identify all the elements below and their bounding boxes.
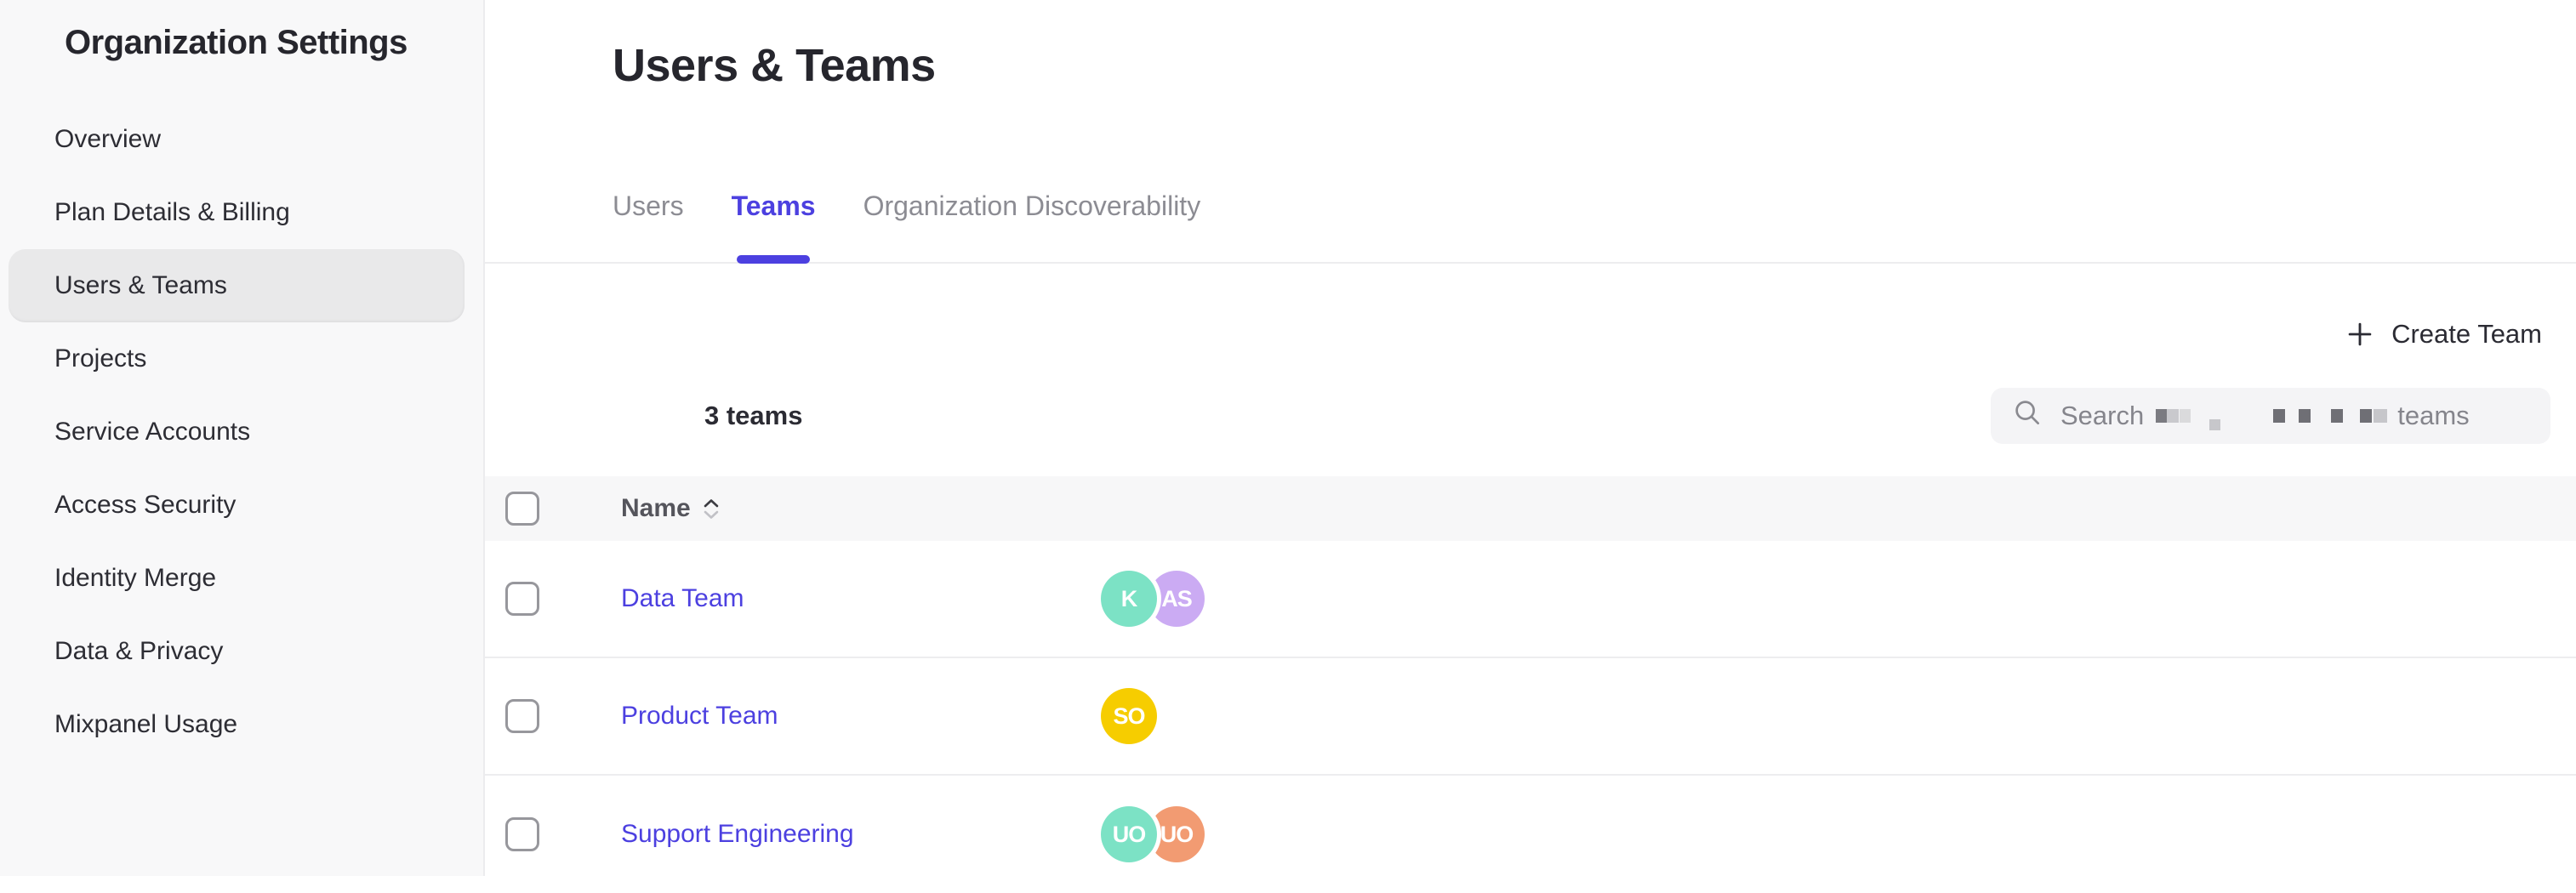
search-input[interactable]: Search teams bbox=[1991, 388, 2550, 444]
sidebar-item-label: Plan Details & Billing bbox=[54, 198, 290, 226]
table-row: Data Team K AS bbox=[485, 541, 2576, 658]
create-team-label: Create Team bbox=[2391, 319, 2542, 349]
avatar-group: UO UO bbox=[1101, 806, 1205, 862]
table-controls: 3 teams Search teams bbox=[485, 388, 2576, 444]
sort-control bbox=[703, 498, 720, 520]
sidebar-item-label: Overview bbox=[54, 125, 162, 153]
create-team-row: Create Team bbox=[485, 318, 2576, 350]
redacted-character bbox=[2360, 409, 2373, 423]
main-content: Users & Teams Users Teams Organization Dis… bbox=[485, 0, 2576, 893]
sidebar-item-overview[interactable]: Overview bbox=[9, 103, 464, 176]
sidebar-item-service-accounts[interactable]: Service Accounts bbox=[9, 395, 464, 469]
sidebar-item-label: Data & Privacy bbox=[54, 637, 224, 665]
table-row: Support Engineering UO UO bbox=[485, 776, 2576, 893]
name-column-label: Name bbox=[621, 494, 691, 522]
select-all-checkbox[interactable] bbox=[505, 492, 539, 526]
row-checkbox[interactable] bbox=[505, 582, 539, 616]
tab-teams[interactable]: Teams bbox=[732, 189, 816, 262]
sidebar-item-identity-merge[interactable]: Identity Merge bbox=[9, 542, 464, 615]
tab-users[interactable]: Users bbox=[613, 191, 684, 221]
search-placeholder-suffix: teams bbox=[2397, 401, 2470, 430]
redacted-character bbox=[2299, 409, 2311, 423]
avatar-group: K AS bbox=[1101, 571, 1205, 627]
redacted-character bbox=[2156, 409, 2168, 423]
plus-icon bbox=[2344, 318, 2376, 350]
redacted-character bbox=[2374, 409, 2388, 423]
row-checkbox[interactable] bbox=[505, 817, 539, 851]
search-redacted-text bbox=[2144, 409, 2388, 430]
sort-desc-icon bbox=[703, 510, 720, 520]
team-name-link[interactable]: Data Team bbox=[621, 584, 744, 612]
member-avatar: UO bbox=[1148, 806, 1205, 862]
sidebar-item-label: Mixpanel Usage bbox=[54, 710, 238, 738]
member-avatar: K bbox=[1101, 571, 1157, 627]
sidebar-item-label: Users & Teams bbox=[54, 271, 227, 299]
search-placeholder-prefix: Search bbox=[2060, 401, 2145, 430]
member-avatar: AS bbox=[1148, 571, 1205, 627]
redacted-character bbox=[2331, 409, 2344, 423]
member-avatar: SO bbox=[1101, 688, 1157, 744]
sidebar-title: Organization Settings bbox=[65, 24, 407, 61]
sidebar-item-access-security[interactable]: Access Security bbox=[9, 469, 464, 542]
sidebar-item-users-teams[interactable]: Users & Teams bbox=[9, 249, 464, 322]
sort-asc-icon bbox=[703, 498, 720, 508]
team-name-link[interactable]: Support Engineering bbox=[621, 820, 854, 848]
redacted-character bbox=[2167, 409, 2180, 423]
teams-table: Name Data bbox=[485, 476, 2576, 893]
sidebar-item-label: Access Security bbox=[54, 491, 237, 519]
redacted-character bbox=[2273, 409, 2286, 423]
page-title: Users & Teams bbox=[613, 40, 936, 91]
sidebar-item-label: Identity Merge bbox=[54, 564, 217, 592]
sidebar-item-mixpanel-usage[interactable]: Mixpanel Usage bbox=[9, 688, 464, 761]
redacted-character bbox=[2180, 409, 2191, 423]
team-name-link[interactable]: Product Team bbox=[621, 702, 778, 730]
sidebar-item-data-privacy[interactable]: Data & Privacy bbox=[9, 615, 464, 688]
row-checkbox[interactable] bbox=[505, 699, 539, 733]
sidebar: Organization Settings Overview Plan Detai… bbox=[0, 0, 485, 876]
team-count: 3 teams bbox=[704, 401, 803, 430]
avatar-group: SO bbox=[1101, 688, 1157, 744]
teams-table-header: Name bbox=[485, 476, 2576, 541]
sidebar-item-label: Service Accounts bbox=[54, 418, 251, 446]
sidebar-nav: Overview Plan Details & Billing Users & Te… bbox=[0, 103, 483, 761]
create-team-button[interactable]: Create Team bbox=[2344, 318, 2542, 350]
teams-table-body: Data Team K AS Product Team SO Support Engine… bbox=[485, 541, 2576, 893]
table-row: Product Team SO bbox=[485, 658, 2576, 776]
redacted-character bbox=[2209, 418, 2221, 430]
tab-bar: Users Teams Organization Discoverability bbox=[485, 189, 2576, 264]
search-placeholder: Search teams bbox=[2060, 401, 2470, 431]
member-avatar: UO bbox=[1101, 806, 1157, 862]
sidebar-item-label: Projects bbox=[54, 344, 147, 373]
sidebar-item-projects[interactable]: Projects bbox=[9, 322, 464, 395]
tab-organization-discoverability[interactable]: Organization Discoverability bbox=[863, 191, 1201, 221]
search-icon bbox=[2011, 396, 2060, 435]
name-column-header[interactable]: Name bbox=[621, 494, 720, 523]
sidebar-item-plan-details-billing[interactable]: Plan Details & Billing bbox=[9, 176, 464, 249]
